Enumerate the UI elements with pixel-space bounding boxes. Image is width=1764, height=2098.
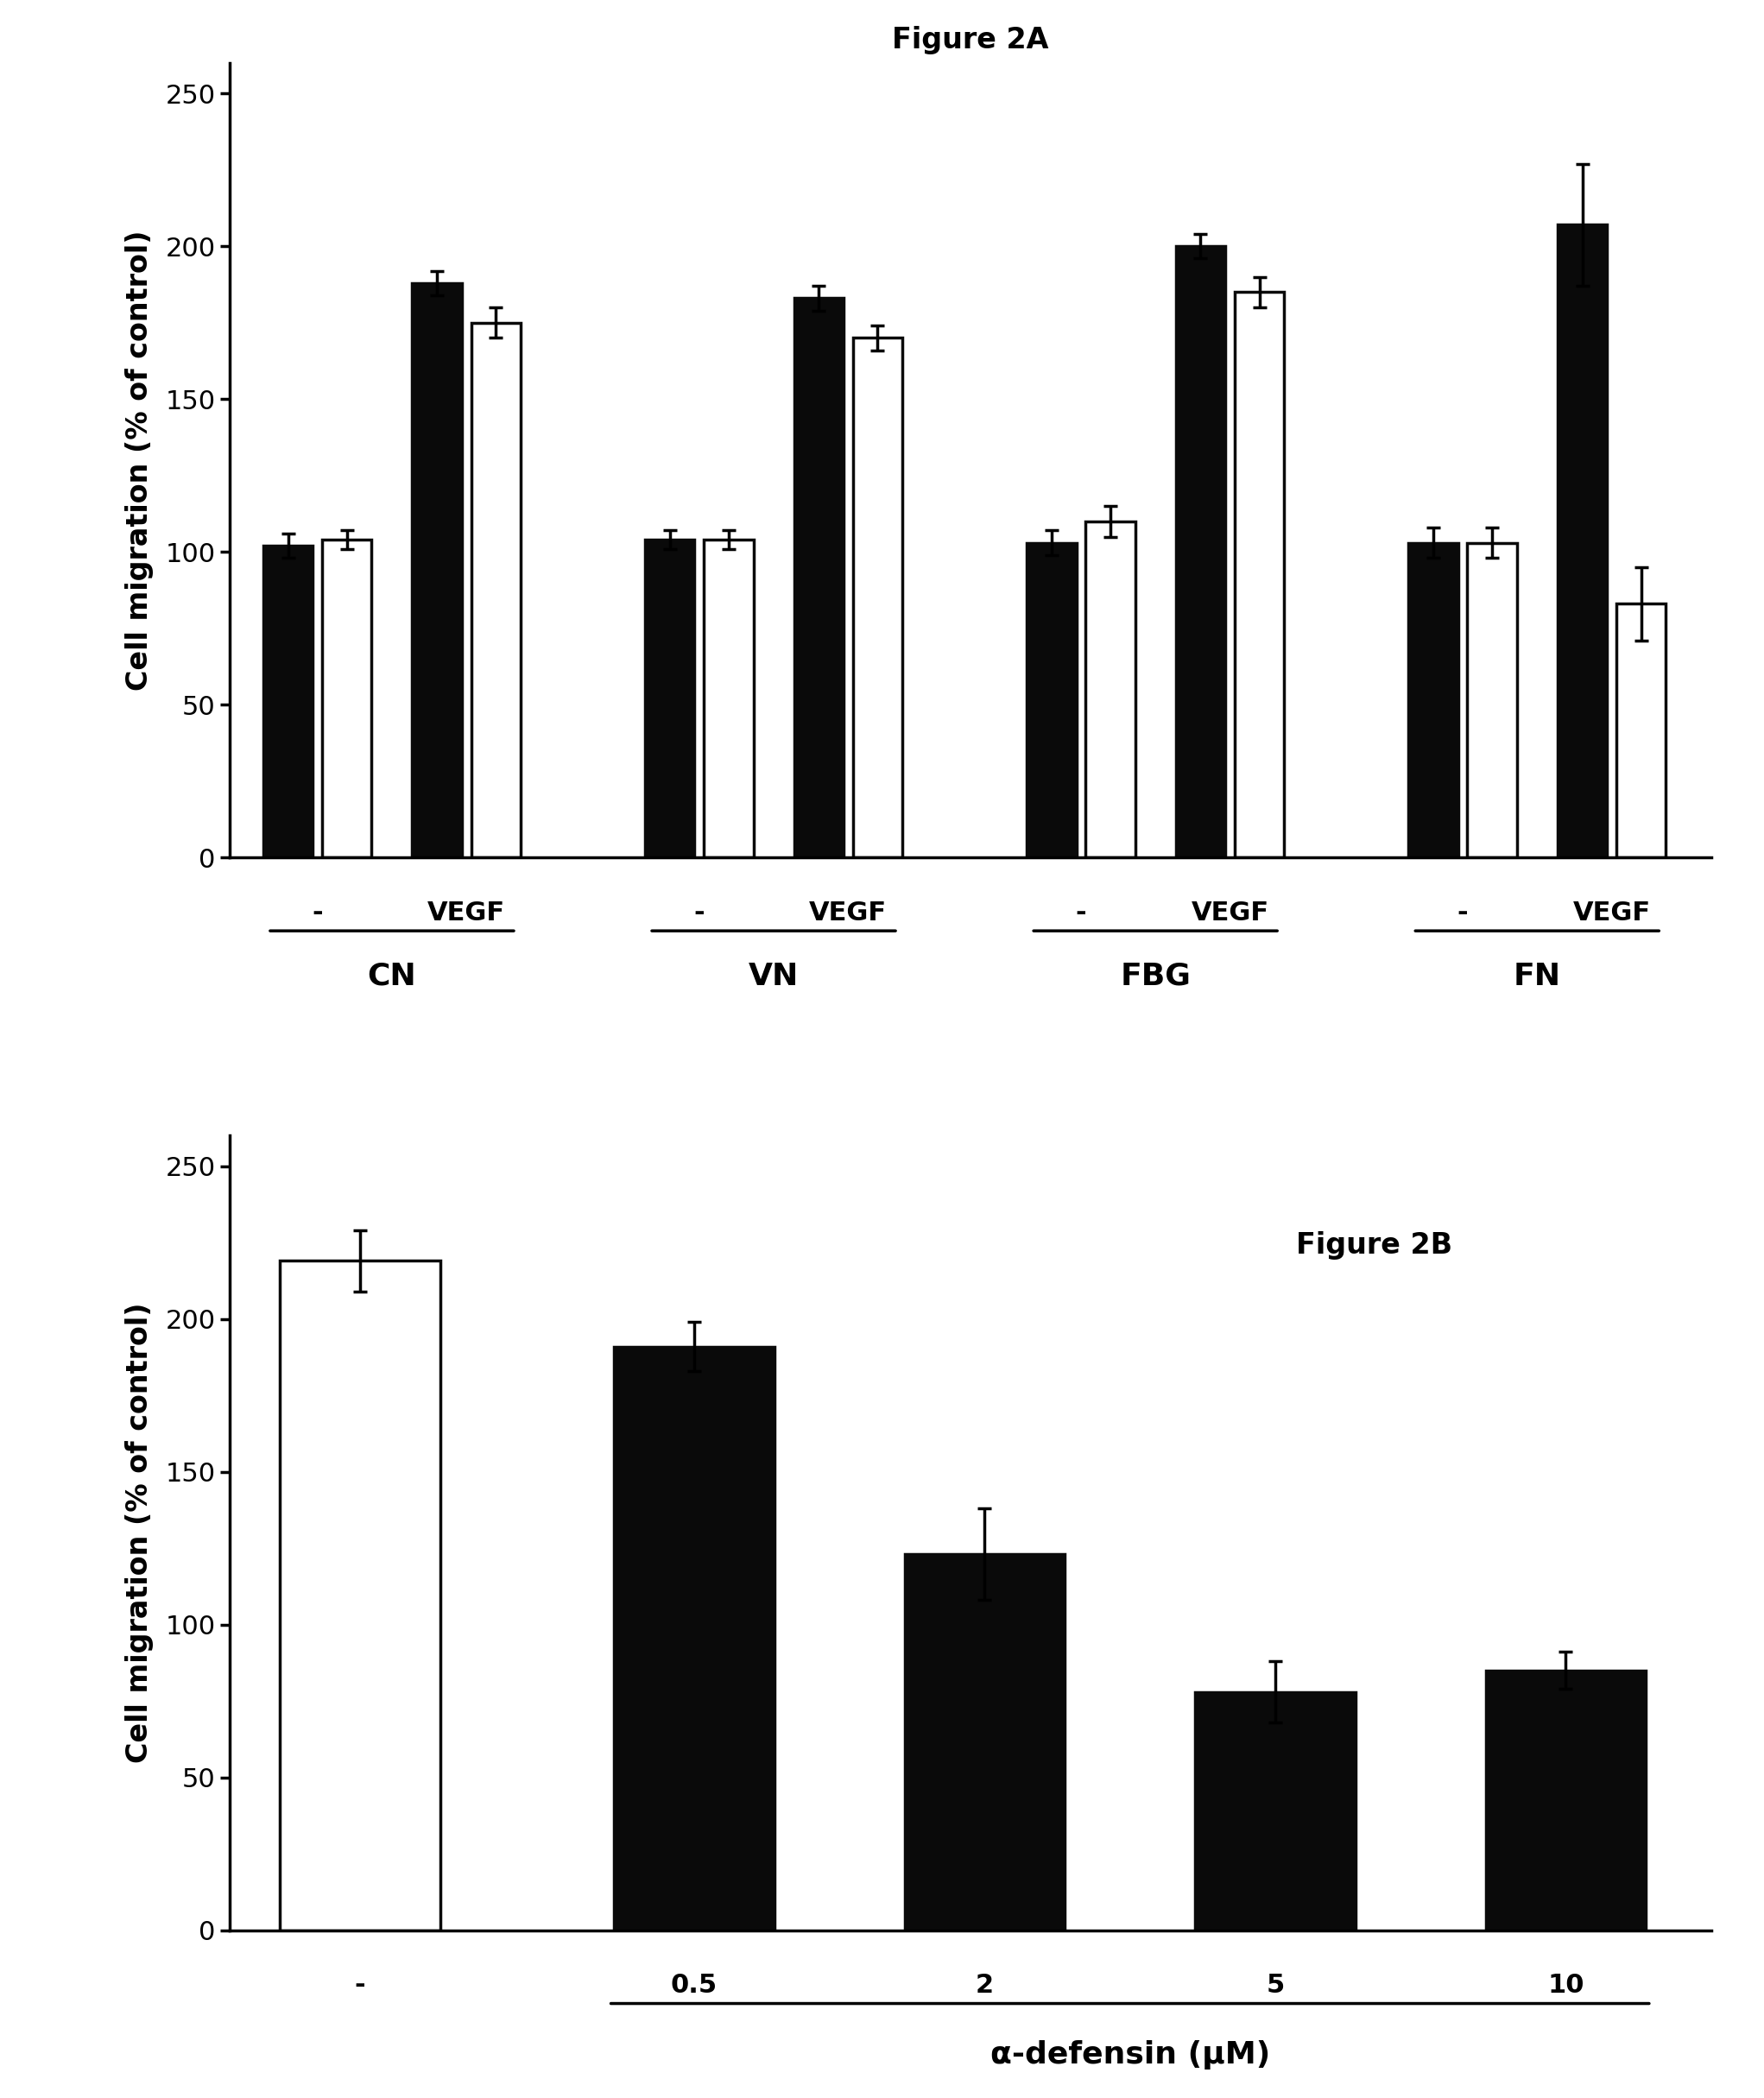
Bar (794, 298, 843, 858)
Text: VEGF: VEGF (810, 900, 887, 925)
Text: FN: FN (1514, 961, 1561, 990)
Text: 2: 2 (975, 1972, 993, 1997)
Bar (1085, 520, 1134, 858)
Bar (1177, 245, 1226, 858)
Text: VEGF: VEGF (427, 900, 506, 925)
Bar (280, 1261, 439, 1930)
Bar (646, 539, 695, 858)
Bar (323, 539, 372, 858)
Bar (1558, 224, 1607, 858)
Bar (1235, 292, 1284, 858)
Text: 5: 5 (1267, 1972, 1284, 1997)
Text: 10: 10 (1547, 1972, 1584, 1997)
Text: -: - (312, 900, 323, 925)
Title: Figure 2A: Figure 2A (893, 25, 1048, 55)
Text: VEGF: VEGF (1573, 900, 1651, 925)
Bar (1027, 543, 1076, 858)
Bar (704, 539, 753, 858)
Bar (1616, 604, 1665, 858)
Bar (614, 1347, 774, 1930)
Text: -: - (355, 1972, 365, 1997)
Text: CN: CN (367, 961, 416, 990)
Text: VEGF: VEGF (1191, 900, 1268, 925)
Text: α-defensin (μM): α-defensin (μM) (990, 2039, 1270, 2069)
Text: FBG: FBG (1120, 961, 1191, 990)
Bar (1196, 1691, 1355, 1930)
Y-axis label: Cell migration (% of control): Cell migration (% of control) (125, 1303, 153, 1762)
Text: Figure 2B: Figure 2B (1297, 1232, 1452, 1259)
Bar (263, 545, 312, 858)
Y-axis label: Cell migration (% of control): Cell migration (% of control) (125, 231, 153, 690)
Bar (471, 323, 520, 858)
Bar (905, 1555, 1065, 1930)
Text: VN: VN (748, 961, 799, 990)
Bar (852, 338, 903, 858)
Bar (1485, 1670, 1646, 1930)
Text: -: - (693, 900, 704, 925)
Text: -: - (1457, 900, 1468, 925)
Bar (1468, 543, 1517, 858)
Text: 0.5: 0.5 (670, 1972, 718, 1997)
Bar (413, 283, 462, 858)
Bar (1408, 543, 1459, 858)
Text: -: - (1076, 900, 1087, 925)
